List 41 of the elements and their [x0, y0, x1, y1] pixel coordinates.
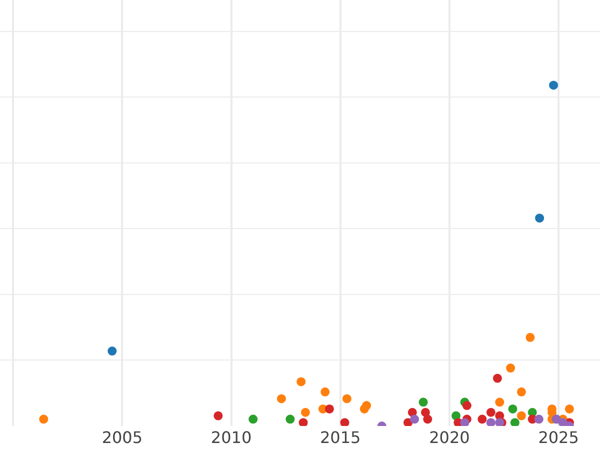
point	[324, 404, 334, 414]
x-tick-label: 2005	[102, 428, 143, 447]
x-tick-label: 2015	[320, 428, 361, 447]
point	[506, 364, 516, 373]
point	[410, 414, 420, 424]
point	[510, 418, 520, 426]
point	[549, 80, 558, 90]
point	[298, 418, 308, 426]
point	[248, 414, 258, 424]
point	[534, 414, 544, 424]
point	[39, 414, 48, 424]
point	[486, 418, 496, 426]
x-tick-label: 2025	[538, 428, 579, 447]
point	[340, 418, 350, 426]
point	[526, 332, 535, 342]
point	[516, 411, 526, 420]
point	[492, 374, 502, 383]
point	[300, 408, 310, 417]
point	[404, 418, 412, 426]
x-tick-label: 2010	[210, 428, 252, 447]
point	[486, 408, 496, 417]
point	[423, 414, 432, 424]
point	[320, 387, 330, 396]
point	[462, 401, 472, 410]
point	[108, 346, 117, 356]
point	[478, 414, 487, 424]
point	[460, 418, 470, 426]
point	[362, 401, 372, 410]
point	[286, 414, 295, 424]
point	[495, 398, 504, 407]
point	[342, 394, 352, 404]
point	[564, 404, 574, 414]
x-tick-label: 2020	[429, 428, 470, 447]
point	[296, 377, 306, 386]
point	[214, 411, 223, 420]
point	[558, 418, 568, 426]
point	[418, 398, 428, 407]
point	[276, 394, 286, 404]
point	[516, 387, 526, 396]
point	[535, 214, 544, 223]
point	[508, 404, 518, 414]
